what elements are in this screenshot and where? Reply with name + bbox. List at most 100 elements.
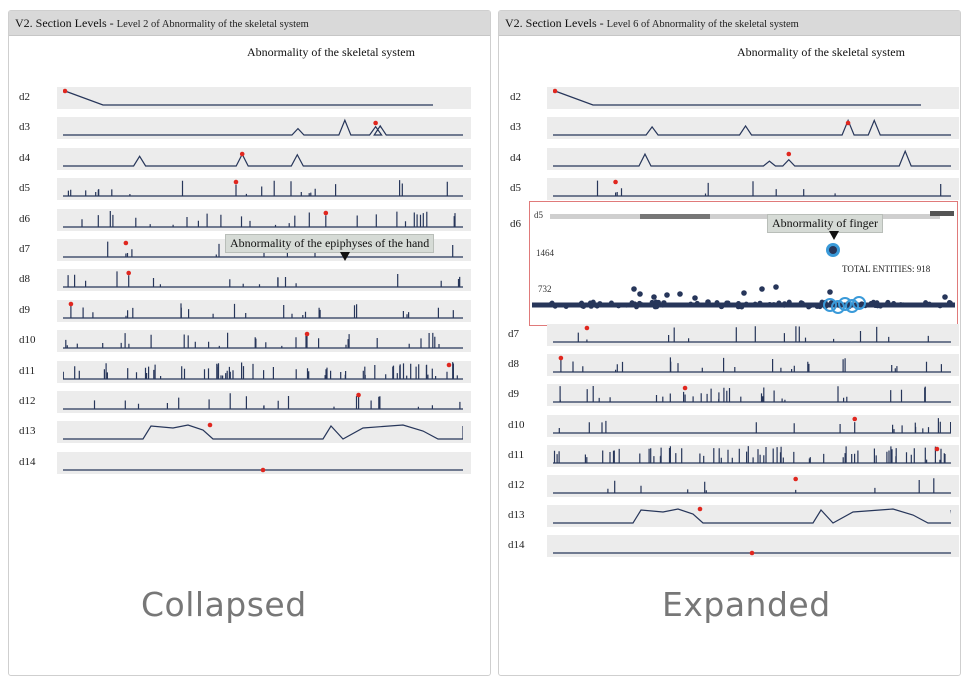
sparkline-d5[interactable] <box>63 179 463 199</box>
sparkline-d14[interactable] <box>553 536 951 556</box>
row-track-d9[interactable] <box>57 299 471 322</box>
row-label-d4[interactable]: d4 <box>510 151 521 164</box>
sparkline-path <box>63 180 463 197</box>
sparkline-d11[interactable] <box>63 361 463 382</box>
sparkline-d12[interactable] <box>553 476 951 496</box>
row-track-d3[interactable] <box>547 117 959 140</box>
sparkline-d2[interactable] <box>553 88 951 108</box>
row-label-d7[interactable]: d7 <box>508 328 519 340</box>
row-label-d7[interactable]: d7 <box>19 243 30 255</box>
row-label-d9[interactable]: d9 <box>508 388 519 401</box>
row-label-d3[interactable]: d3 <box>510 121 521 134</box>
selection-marker[interactable] <box>749 551 755 556</box>
sparkline-d2[interactable] <box>63 88 463 108</box>
sparkline-d4[interactable] <box>553 149 951 169</box>
row-label-d13[interactable]: d13 <box>508 509 525 522</box>
sparkline-d3[interactable] <box>553 118 951 138</box>
row-label-d8[interactable]: d8 <box>19 273 30 286</box>
selection-marker[interactable] <box>558 355 564 361</box>
row-label-d6[interactable]: d6 <box>19 212 30 225</box>
row-label-d10[interactable]: d10 <box>19 334 36 347</box>
selection-marker[interactable] <box>323 210 329 215</box>
sparkline-d13[interactable] <box>553 506 951 526</box>
row-label-d5[interactable]: d5 <box>19 182 30 195</box>
row-track-d12[interactable] <box>57 391 471 413</box>
selection-marker[interactable] <box>584 325 590 331</box>
selection-marker[interactable] <box>613 179 618 185</box>
selection-marker[interactable] <box>682 386 688 391</box>
row-label-d4[interactable]: d4 <box>19 151 30 164</box>
overview-bar <box>930 211 954 216</box>
row-track-d4[interactable] <box>57 147 471 170</box>
selection-marker[interactable] <box>697 506 703 512</box>
sparkline-d8[interactable] <box>553 355 951 375</box>
row-label-d3[interactable]: d3 <box>19 121 30 134</box>
sparkline-d13[interactable] <box>63 422 463 442</box>
data-point <box>597 301 603 307</box>
tooltip-pointer-icon <box>829 231 839 240</box>
selection-marker[interactable] <box>786 151 792 157</box>
row-track-d12[interactable] <box>547 475 959 497</box>
selection-marker[interactable] <box>123 240 129 246</box>
selection-marker[interactable] <box>304 331 310 337</box>
row-label-d8[interactable]: d8 <box>508 358 519 371</box>
sparkline-d3[interactable] <box>63 118 463 138</box>
sparkline-d10[interactable] <box>63 331 463 351</box>
row-label-d12[interactable]: d12 <box>508 479 525 491</box>
selection-marker[interactable] <box>239 151 245 157</box>
selection-marker[interactable] <box>852 416 858 421</box>
selection-marker[interactable] <box>260 467 266 473</box>
selection-marker[interactable] <box>373 121 378 126</box>
row-label-d12[interactable]: d12 <box>19 395 36 407</box>
selection-marker[interactable] <box>126 271 131 276</box>
row-track-d2[interactable] <box>547 87 959 109</box>
data-point <box>694 300 700 306</box>
selection-marker[interactable] <box>207 423 213 428</box>
row-label-d5[interactable]: d5 <box>510 182 521 195</box>
sparkline-d6[interactable] <box>63 210 463 230</box>
row-track-d11[interactable] <box>547 444 959 467</box>
sparkline-d12[interactable] <box>63 392 463 412</box>
selection-marker[interactable] <box>233 179 239 185</box>
row-label-d2[interactable]: d2 <box>19 91 30 103</box>
sparkline-d11[interactable] <box>553 445 951 466</box>
data-point <box>926 301 932 307</box>
selection-marker[interactable] <box>934 446 940 452</box>
sparkline-d7[interactable] <box>553 325 951 345</box>
row-label-d11[interactable]: d11 <box>19 364 36 377</box>
sparkline-d4[interactable] <box>63 149 463 169</box>
sparkline-d5[interactable] <box>553 179 951 199</box>
sparkline-d9[interactable] <box>553 385 951 405</box>
row-track-d8[interactable] <box>547 354 959 377</box>
selection-marker[interactable] <box>845 121 851 126</box>
row-track-d6[interactable] <box>57 208 471 231</box>
sparkline-d10[interactable] <box>553 416 951 436</box>
selection-marker[interactable] <box>793 476 798 482</box>
selection-marker[interactable] <box>68 301 74 307</box>
expanded-row-d6[interactable]: d5 1464 732 TOTAL ENTITIES: 918 <box>529 201 958 326</box>
row-label-d10[interactable]: d10 <box>508 418 525 431</box>
sparkline-d14[interactable] <box>63 453 463 473</box>
sparkline-d8[interactable] <box>63 270 463 290</box>
row-label-d13[interactable]: d13 <box>19 425 36 438</box>
selection-marker[interactable] <box>356 392 361 398</box>
row-label-d6[interactable]: d6 <box>510 218 521 230</box>
selection-marker[interactable] <box>446 362 452 367</box>
selection-marker[interactable] <box>63 88 68 94</box>
row-track-d14[interactable] <box>547 535 959 558</box>
row-track-d14[interactable] <box>57 451 471 474</box>
row-track-d2[interactable] <box>57 87 471 109</box>
row-track-d10[interactable] <box>57 330 471 353</box>
row-track-d7[interactable] <box>547 324 959 346</box>
row-track-d3[interactable] <box>57 117 471 140</box>
row-label-d14[interactable]: d14 <box>19 455 36 468</box>
scatter-plot[interactable] <box>530 202 957 325</box>
row-label-d11[interactable]: d11 <box>508 448 525 461</box>
selection-marker[interactable] <box>553 88 558 94</box>
row-track-d5[interactable] <box>57 178 471 201</box>
row-track-d9[interactable] <box>547 384 959 407</box>
row-label-d14[interactable]: d14 <box>508 539 525 552</box>
row-label-d2[interactable]: d2 <box>510 91 521 103</box>
sparkline-d9[interactable] <box>63 301 463 321</box>
row-label-d9[interactable]: d9 <box>19 303 30 316</box>
